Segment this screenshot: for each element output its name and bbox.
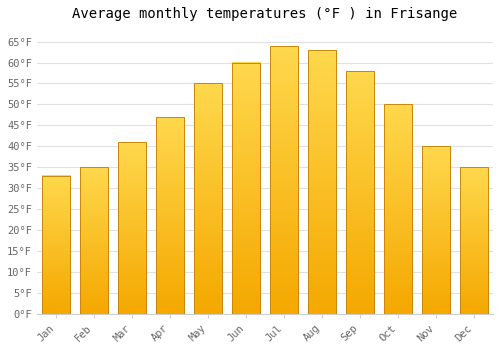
- Bar: [194, 83, 222, 314]
- Bar: [42, 176, 70, 314]
- Bar: [422, 146, 450, 314]
- Bar: [232, 63, 260, 314]
- Bar: [384, 104, 412, 314]
- Title: Average monthly temperatures (°F ) in Frisange: Average monthly temperatures (°F ) in Fr…: [72, 7, 458, 21]
- Bar: [308, 50, 336, 314]
- Bar: [346, 71, 374, 314]
- Bar: [118, 142, 146, 314]
- Bar: [270, 46, 298, 314]
- Bar: [460, 167, 488, 314]
- Bar: [156, 117, 184, 314]
- Bar: [80, 167, 108, 314]
